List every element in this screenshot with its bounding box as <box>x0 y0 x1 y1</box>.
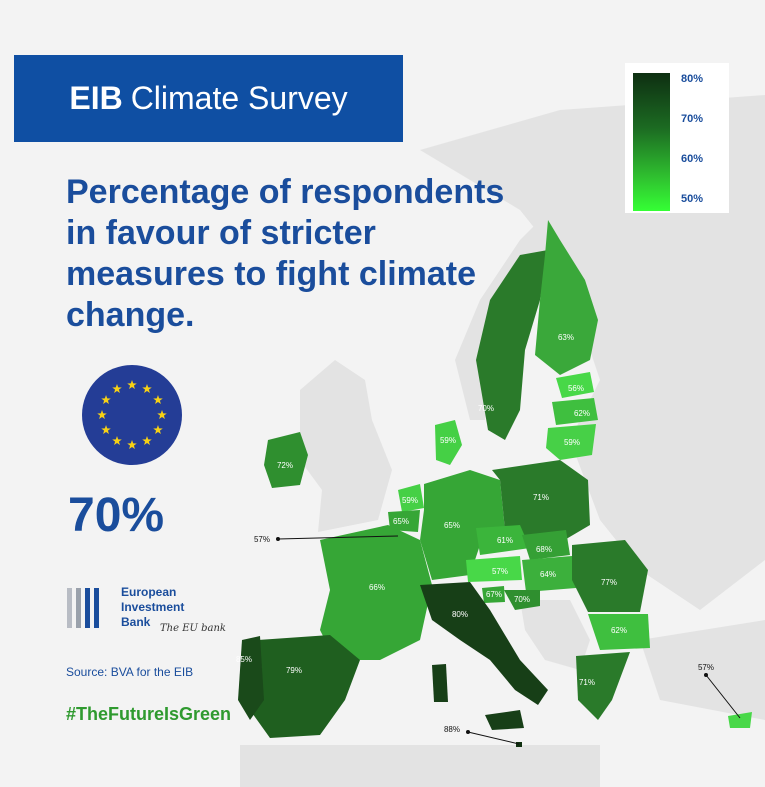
country-estonia[interactable] <box>556 372 594 398</box>
uk-land <box>300 360 392 532</box>
flag-star-icon <box>101 395 111 405</box>
country-belgium[interactable] <box>388 510 420 532</box>
country-finland[interactable] <box>535 220 598 375</box>
country-bulgaria[interactable] <box>588 614 650 650</box>
flag-star-icon <box>112 384 122 394</box>
label-slovakia: 68% <box>536 545 552 554</box>
hashtag[interactable]: #TheFutureIsGreen <box>66 704 232 724</box>
label-lithuania: 59% <box>564 438 580 447</box>
flag-star-icon <box>97 410 107 420</box>
flag-star-icon <box>157 410 167 420</box>
country-germany[interactable] <box>420 470 505 580</box>
country-poland[interactable] <box>492 460 590 545</box>
callout-dot-cyprus <box>704 673 708 677</box>
label-germany: 65% <box>444 521 460 530</box>
country-austria[interactable] <box>466 556 522 582</box>
label-finland: 63% <box>558 333 574 342</box>
country-slovakia[interactable] <box>522 530 570 560</box>
label-hungary: 64% <box>540 570 556 579</box>
flag-star-icon <box>142 384 152 394</box>
turkey-land <box>640 620 765 720</box>
country-lithuania[interactable] <box>546 424 596 460</box>
island-sicily[interactable] <box>485 710 524 730</box>
label-malta: 88% <box>444 725 460 734</box>
country-slovenia[interactable] <box>482 586 505 603</box>
label-slovenia: 67% <box>486 590 502 599</box>
legend-label-50: 50% <box>681 193 704 205</box>
callout-line-cyprus <box>705 674 741 719</box>
label-latvia: 62% <box>574 409 590 418</box>
label-poland: 71% <box>533 493 549 502</box>
country-denmark[interactable] <box>435 420 462 465</box>
label-cyprus: 57% <box>698 663 714 672</box>
non-eu-land <box>420 95 765 610</box>
color-legend: 80% 70% 60% 50% <box>625 63 729 213</box>
callout-line-malta <box>467 731 520 745</box>
country-greece[interactable] <box>576 652 630 720</box>
legend-gradient <box>633 73 670 211</box>
flag-star-icon <box>153 395 163 405</box>
country-france[interactable] <box>320 525 432 660</box>
country-italy[interactable] <box>420 582 548 705</box>
country-netherlands[interactable] <box>398 484 424 512</box>
headline: Percentage of respondents in favour of s… <box>66 173 505 334</box>
country-sweden[interactable] <box>476 250 548 440</box>
label-estonia: 56% <box>568 384 584 393</box>
north-africa-land <box>240 745 600 787</box>
eu-flag-icon <box>82 365 182 465</box>
flag-star-icon <box>101 425 111 435</box>
country-latvia[interactable] <box>552 398 598 425</box>
legend-label-60: 60% <box>681 153 704 165</box>
eib-name: European Investment Bank <box>121 585 184 630</box>
country-spain[interactable] <box>250 635 360 738</box>
label-spain: 79% <box>286 666 302 675</box>
flag-star-icon <box>127 380 137 390</box>
flag-star-icon <box>127 440 137 450</box>
eib-logo-icon <box>67 588 99 628</box>
eu-average-value: 70% <box>68 489 165 542</box>
eib-name-line-1: European <box>121 585 177 599</box>
label-portugal: 85% <box>236 655 252 664</box>
label-czechia: 61% <box>497 536 513 545</box>
country-croatia[interactable] <box>504 590 540 610</box>
eib-name-line-2: Investment <box>121 600 185 614</box>
label-croatia: 70% <box>514 595 530 604</box>
banner-title-bold: EIB <box>69 80 123 116</box>
label-luxembourg: 57% <box>254 535 270 544</box>
callout-line-luxembourg <box>277 535 399 540</box>
legend-label-70: 70% <box>681 113 704 125</box>
country-ireland[interactable] <box>264 432 308 488</box>
callout-dot-luxembourg <box>276 537 280 541</box>
label-romania: 77% <box>601 578 617 587</box>
label-bulgaria: 62% <box>611 626 627 635</box>
eib-name-line-3: Bank <box>121 615 151 629</box>
label-denmark: 59% <box>440 436 456 445</box>
island-sardinia[interactable] <box>432 664 448 702</box>
banner-title-rest: Climate Survey <box>130 80 348 116</box>
label-austria: 57% <box>492 567 508 576</box>
country-portugal[interactable] <box>238 636 264 720</box>
country-cyprus[interactable] <box>728 712 752 728</box>
title-banner: EIB Climate Survey <box>14 55 403 142</box>
country-romania[interactable] <box>572 540 648 612</box>
country-czechia[interactable] <box>476 525 530 555</box>
callout-dot-malta <box>466 730 470 734</box>
flag-star-icon <box>153 425 163 435</box>
label-france: 66% <box>369 583 385 592</box>
label-sweden: 70% <box>478 404 494 413</box>
legend-label-80: 80% <box>681 73 704 85</box>
source-note: Source: BVA for the EIB <box>66 665 194 679</box>
country-malta[interactable] <box>516 742 522 747</box>
eib-tagline: The EU bank <box>160 623 226 634</box>
flag-star-icon <box>142 435 152 446</box>
balkans-land <box>520 600 590 670</box>
country-hungary[interactable] <box>522 556 576 592</box>
label-belgium: 65% <box>393 517 409 526</box>
label-greece: 71% <box>579 678 595 687</box>
label-netherlands: 59% <box>402 496 418 505</box>
label-italy: 80% <box>452 610 468 619</box>
label-ireland: 72% <box>277 461 293 470</box>
flag-star-icon <box>112 435 122 446</box>
